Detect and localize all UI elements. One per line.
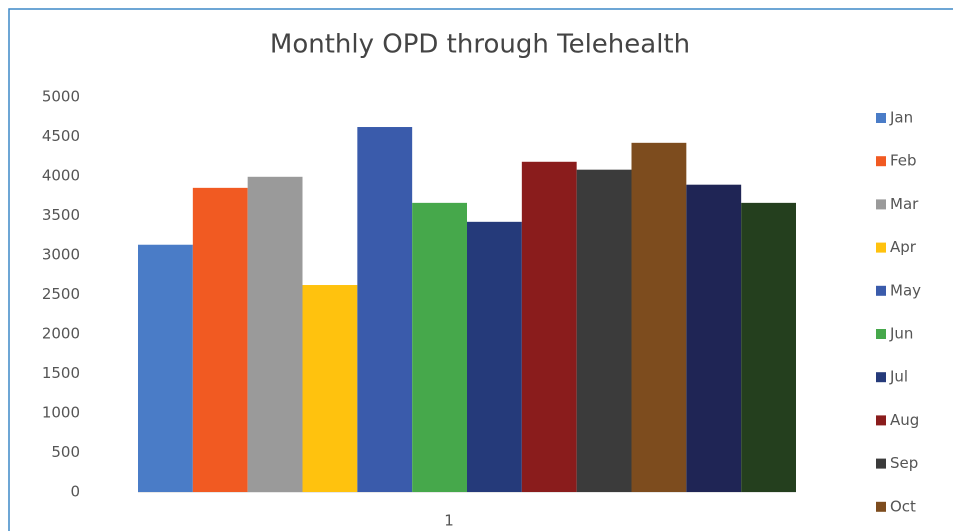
- legend-swatch: [876, 415, 886, 426]
- y-tick-label: 1500: [42, 364, 80, 382]
- legend-swatch: [876, 113, 886, 123]
- bar: [521, 161, 577, 492]
- legend-swatch: [876, 156, 886, 167]
- bar: [192, 187, 248, 492]
- legend-swatch: [876, 458, 886, 469]
- y-tick-label: 0: [70, 483, 80, 501]
- bar: [302, 285, 358, 492]
- legend-label: Jul: [889, 368, 908, 386]
- y-tick-label: 3000: [42, 246, 80, 264]
- legend-label: Aug: [890, 411, 919, 429]
- legend-label: Jun: [889, 325, 913, 343]
- legend-label: Apr: [890, 238, 917, 256]
- bar: [686, 184, 742, 492]
- bar: [576, 169, 632, 492]
- y-tick-label: 2000: [42, 325, 80, 343]
- frame: [8, 8, 953, 531]
- legend-label: Mar: [890, 195, 919, 213]
- legend-label: Oct: [890, 497, 916, 515]
- y-tick-label: 4500: [42, 127, 80, 145]
- y-tick-label: 5000: [42, 88, 80, 106]
- y-tick-label: 500: [51, 443, 80, 461]
- legend-swatch: [876, 329, 886, 339]
- y-tick-label: 3500: [42, 206, 80, 224]
- y-tick-label: 1000: [42, 404, 80, 422]
- bar: [138, 244, 193, 492]
- legend-swatch: [876, 285, 886, 296]
- legend-label: Sep: [890, 454, 918, 472]
- legend-label: Jan: [889, 109, 913, 127]
- chart-title: Monthly OPD through Telehealth: [270, 30, 690, 60]
- legend-label: May: [890, 281, 921, 299]
- y-tick-label: 4000: [42, 167, 80, 185]
- y-tick-label: 2500: [42, 285, 80, 303]
- bar: [247, 176, 303, 493]
- bar: [412, 202, 467, 493]
- bar: [631, 142, 687, 492]
- legend-swatch: [876, 501, 886, 512]
- x-tick-label: 1: [444, 512, 454, 530]
- bar: [467, 221, 522, 492]
- legend-label: Feb: [890, 152, 917, 170]
- legend-swatch: [876, 199, 886, 210]
- legend-swatch: [876, 372, 886, 383]
- bar: [357, 127, 413, 493]
- legend-swatch: [876, 242, 886, 253]
- bar: [741, 202, 796, 493]
